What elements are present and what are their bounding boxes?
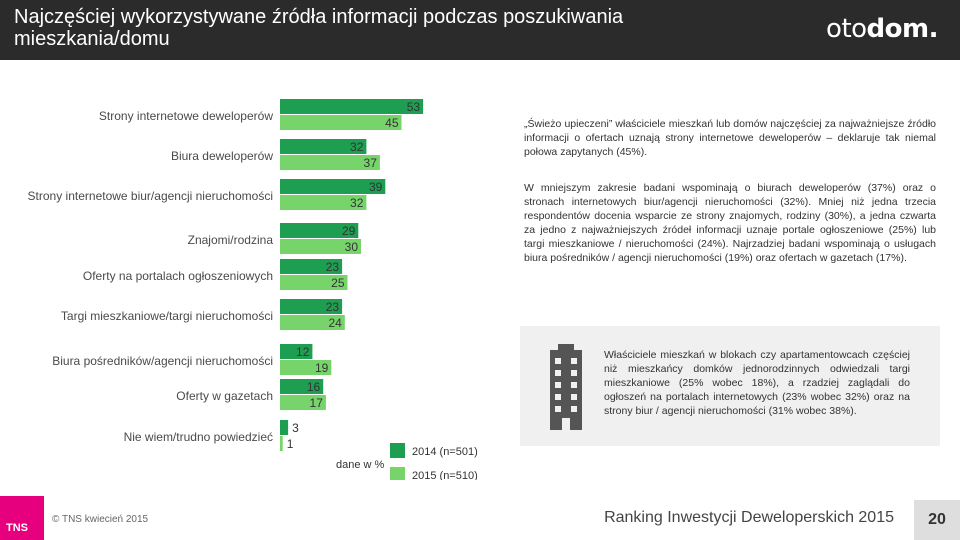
category-label: Oferty w gazetach xyxy=(176,389,273,403)
bar-2015 xyxy=(280,195,367,210)
data-label: 32 xyxy=(350,196,364,210)
data-label: 39 xyxy=(369,180,383,194)
bar-2014 xyxy=(280,299,343,314)
category-label: Nie wiem/trudno powiedzieć xyxy=(124,430,273,444)
data-label: 12 xyxy=(296,345,310,359)
bar-2014 xyxy=(280,259,343,274)
bar-2015 xyxy=(280,239,361,254)
data-label: 1 xyxy=(287,437,294,451)
bar-chart: Strony internetowe deweloperów 53 45 Biura … xyxy=(28,99,478,480)
bar-2014 xyxy=(280,139,367,154)
info-box: Właściciele mieszkań w blokach czy apart… xyxy=(520,326,940,446)
data-label: 24 xyxy=(328,316,342,330)
bar-2015 xyxy=(280,155,380,170)
data-label: 30 xyxy=(345,240,359,254)
bar-2015 xyxy=(280,115,402,130)
logo-text-2: dom. xyxy=(866,14,939,44)
copyright-text: © TNS kwiecień 2015 xyxy=(52,514,149,525)
bar-2014 xyxy=(280,223,359,238)
data-label: 25 xyxy=(331,276,345,290)
data-label: 3 xyxy=(292,421,299,435)
legend-label: 2014 (n=501) xyxy=(412,446,478,458)
unit-note: dane w % xyxy=(336,459,385,471)
bar-2014 xyxy=(280,420,289,435)
page-title: Najczęściej wykorzystywane źródła inform… xyxy=(14,6,624,50)
paragraph-secondary: W mniejszym zakresie badani wspominają o… xyxy=(524,182,936,264)
page-number: 20 xyxy=(914,500,960,540)
paragraph-main: „Świeżo upieczeni” właściciele mieszkań … xyxy=(524,118,936,158)
data-label: 23 xyxy=(326,300,340,314)
data-label: 37 xyxy=(364,156,378,170)
data-label: 16 xyxy=(307,380,321,394)
category-label: Strony internetowe deweloperów xyxy=(99,109,273,123)
tns-logo-text: TNS xyxy=(6,522,28,534)
bar-2014 xyxy=(280,99,424,114)
logo-text-1: oto xyxy=(826,14,867,44)
data-label: 29 xyxy=(342,224,356,238)
info-box-text: Właściciele mieszkań w blokach czy apart… xyxy=(604,349,910,417)
bar-2014 xyxy=(280,344,313,359)
bar-2014 xyxy=(280,379,324,394)
bar-2015 xyxy=(280,315,345,330)
category-label: Oferty na portalach ogłoszeniowych xyxy=(83,269,273,283)
data-label: 32 xyxy=(350,140,364,154)
tns-logo: TNS xyxy=(0,496,44,540)
category-label: Biura pośredników/agencji nieruchomości xyxy=(52,354,273,368)
legend-swatch-2015 xyxy=(390,467,405,480)
bar-2014 xyxy=(280,179,386,194)
footer-title: Ranking Inwestycji Deweloperskich 2015 xyxy=(604,509,894,526)
category-label: Targi mieszkaniowe/targi nieruchomości xyxy=(61,309,273,323)
legend-label: 2015 (n=510) xyxy=(412,470,478,480)
building-icon xyxy=(550,344,582,430)
data-label: 53 xyxy=(407,100,421,114)
data-label: 23 xyxy=(326,260,340,274)
data-label: 19 xyxy=(315,361,329,375)
bar-2015 xyxy=(280,395,326,410)
bar-2015 xyxy=(280,275,348,290)
header-bar: Najczęściej wykorzystywane źródła inform… xyxy=(0,0,960,60)
data-label: 45 xyxy=(385,116,399,130)
category-label: Strony internetowe biur/agencji nierucho… xyxy=(28,189,273,203)
data-label: 17 xyxy=(310,396,324,410)
bar-2015 xyxy=(280,436,283,451)
bar-2015 xyxy=(280,360,332,375)
otodom-logo: otodom. xyxy=(826,14,938,44)
category-label: Biura deweloperów xyxy=(171,149,273,163)
legend-swatch-2014 xyxy=(390,443,405,458)
category-label: Znajomi/rodzina xyxy=(188,233,274,247)
